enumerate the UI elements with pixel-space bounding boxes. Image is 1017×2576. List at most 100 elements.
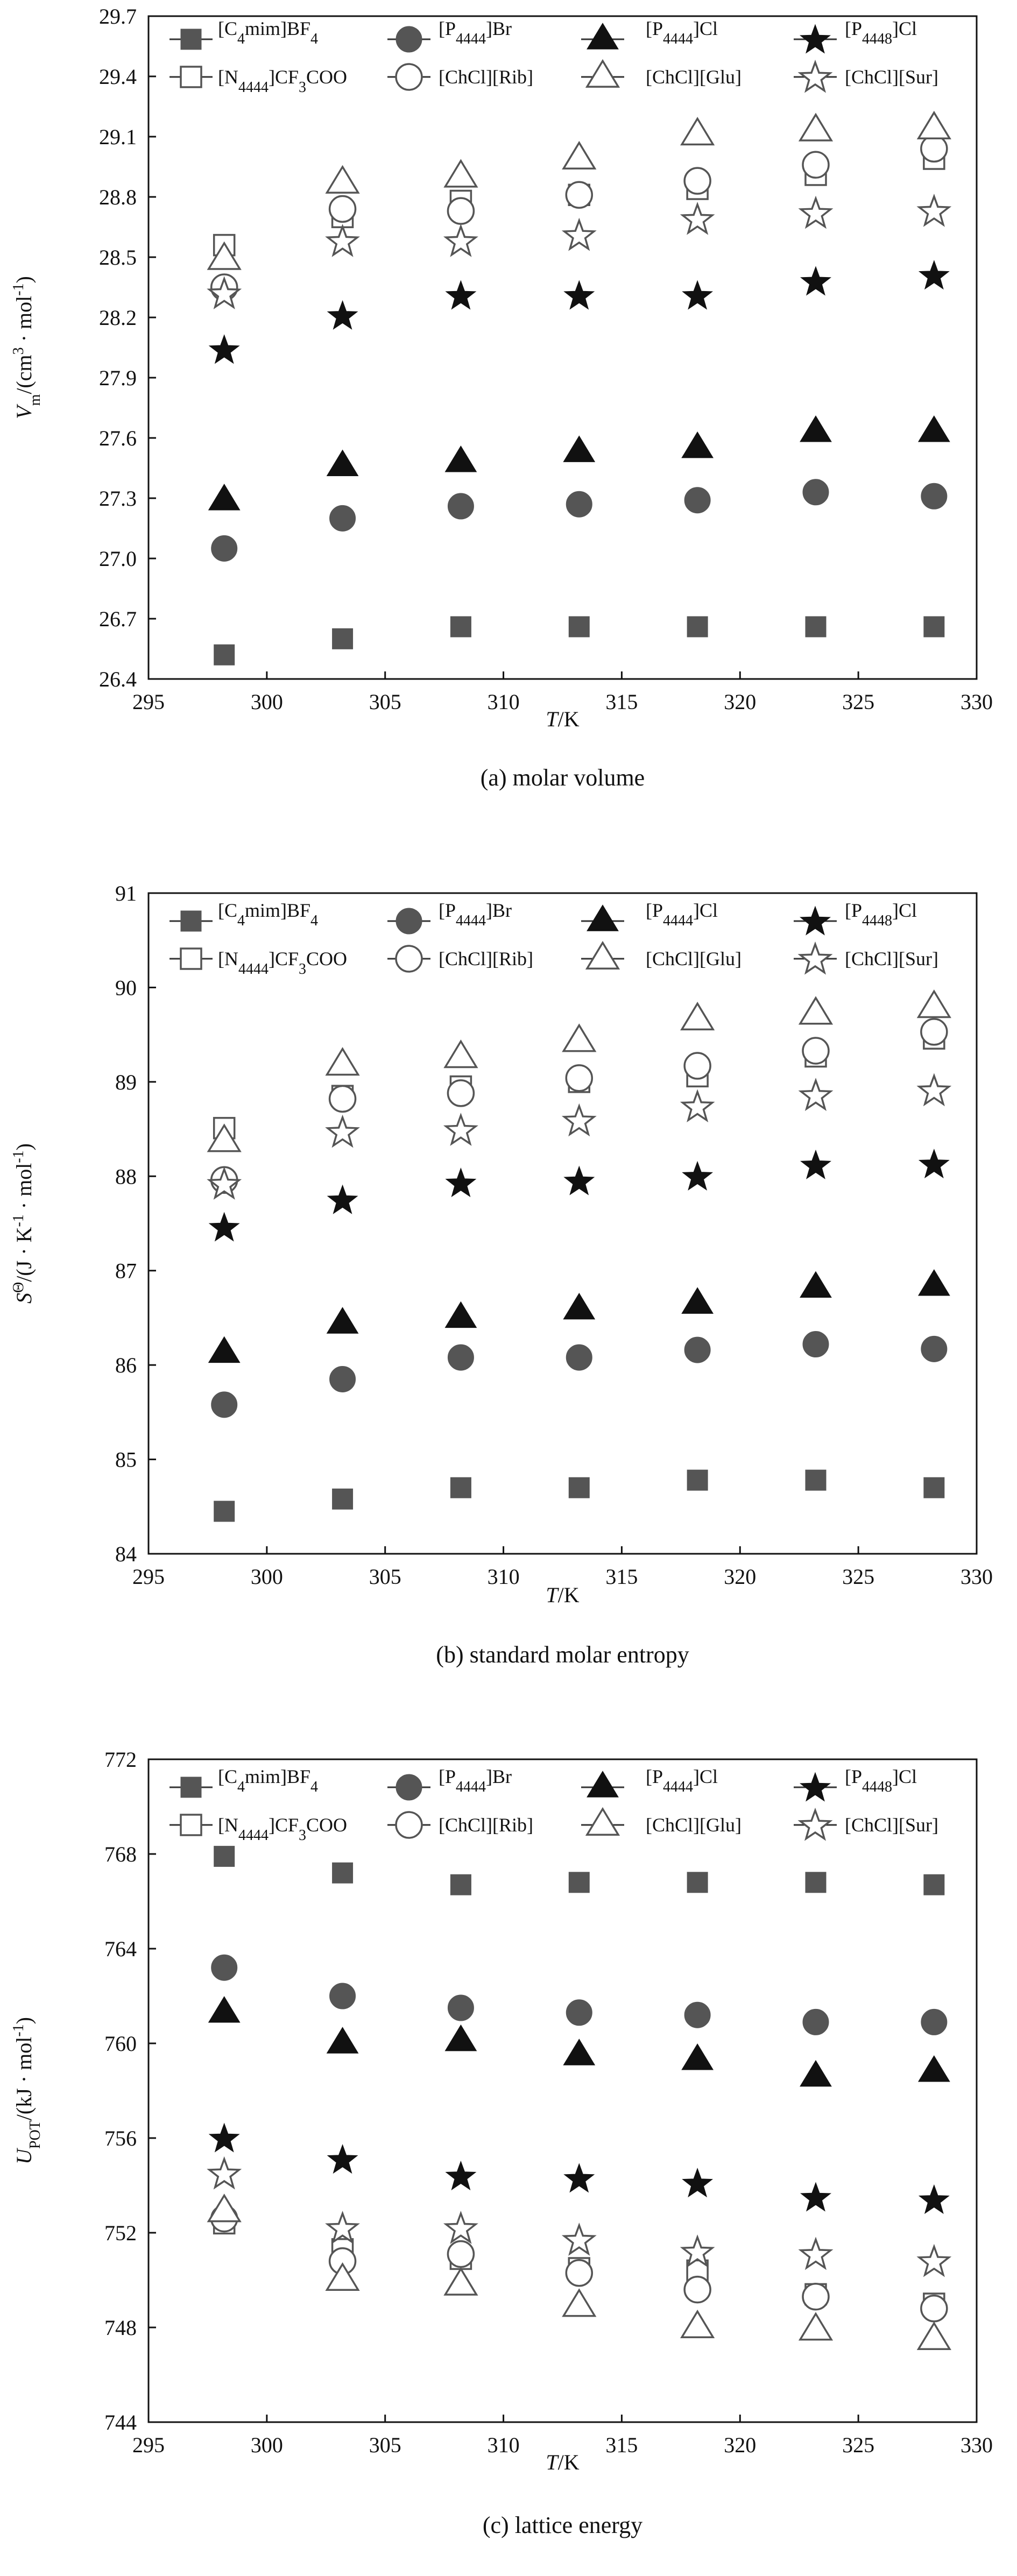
legend-marker: [585, 940, 620, 969]
legend-marker: [180, 910, 202, 932]
data-point: [325, 165, 360, 194]
legend-marker: [180, 29, 202, 50]
legend-label: [P4444]Cl: [646, 18, 718, 47]
data-point: [921, 483, 948, 509]
legend-label: [P4448]Cl: [845, 900, 917, 929]
legend-label: [P4444]Br: [439, 900, 512, 929]
legend-label: [ChCl][Rib]: [439, 66, 533, 88]
data-point: [802, 1037, 830, 1065]
y-tick-label: 28.2: [99, 306, 137, 330]
data-point: [682, 280, 714, 310]
legend-label: [ChCl][Glu]: [646, 1814, 741, 1836]
data-point: [450, 616, 471, 638]
data-point: [680, 2234, 715, 2268]
data-point: [563, 280, 595, 310]
legend-marker: [587, 904, 619, 931]
y-tick-label: 27.0: [99, 547, 137, 571]
data-point: [326, 449, 359, 477]
data-point: [207, 1123, 242, 1152]
x-tick-label: 310: [488, 2433, 520, 2457]
data-point: [325, 2262, 360, 2291]
chart-b: 295 300 305 310 315 320 325 330 84 85 86 87 88 89 90 91…: [10, 881, 993, 1668]
legend-marker: [800, 905, 831, 936]
legend-label: [P4444]Cl: [646, 900, 718, 929]
data-point: [920, 135, 948, 163]
data-point: [563, 1292, 596, 1320]
legend-label: [N4444]CF3COO: [218, 1814, 347, 1844]
data-point: [918, 2184, 950, 2214]
x-tick-label: 325: [842, 1565, 874, 1589]
y-tick-label: 752: [104, 2221, 137, 2245]
chart-caption: (c) lattice energy: [483, 2512, 642, 2538]
data-point: [566, 1999, 592, 2026]
legend-label: [N4444]CF3COO: [218, 66, 347, 96]
data-point: [802, 2283, 830, 2311]
plot-frame: [147, 1758, 978, 2423]
legend-label: [ChCl][Rib]: [439, 948, 533, 969]
legend-marker: [395, 1811, 423, 1839]
data-point: [450, 1477, 471, 1498]
data-point: [443, 223, 478, 257]
x-tick-label: 320: [724, 1565, 756, 1589]
y-tick-label: 86: [115, 1353, 137, 1377]
y-tick-label: 756: [104, 2126, 137, 2150]
data-point: [211, 535, 238, 562]
data-point: [805, 1469, 827, 1491]
data-point: [802, 479, 829, 506]
data-point: [917, 2055, 950, 2082]
data-point: [800, 266, 831, 296]
data-point: [802, 2008, 829, 2035]
x-axis-label: T/K: [546, 707, 579, 731]
legend-marker: [396, 26, 422, 53]
data-point: [208, 484, 241, 511]
legend-label: [C4mim]BF4: [218, 18, 318, 47]
data-point: [684, 487, 711, 514]
legend-marker: [180, 1814, 202, 1836]
data-point: [684, 2001, 711, 2028]
data-point: [800, 2182, 831, 2212]
data-point: [207, 2193, 242, 2223]
data-point: [923, 1874, 945, 1895]
data-point: [332, 1488, 354, 1510]
legend-marker: [396, 908, 422, 935]
legend-label: [N4444]CF3COO: [218, 948, 347, 978]
y-tick-label: 87: [115, 1259, 137, 1283]
data-point: [327, 1184, 358, 1214]
data-point: [687, 1469, 708, 1491]
data-point: [327, 300, 358, 330]
x-tick-label: 300: [251, 2433, 283, 2457]
data-point: [447, 197, 475, 225]
y-tick-label: 768: [104, 1842, 137, 1866]
data-point: [800, 1271, 832, 1298]
x-tick-label: 315: [605, 1565, 638, 1589]
data-point: [563, 2039, 596, 2065]
legend-marker: [585, 59, 620, 88]
data-point: [444, 2024, 477, 2051]
data-point: [443, 1039, 478, 1068]
data-point: [450, 1874, 471, 1895]
data-point: [680, 1089, 715, 1123]
chart-c: 295 300 305 310 315 320 325 330 744 748 752 756 760 7…: [10, 1747, 993, 2538]
plot-frame: [147, 15, 978, 680]
data-point: [443, 1113, 478, 1146]
data-point: [920, 1018, 948, 1046]
data-point: [326, 1307, 359, 1334]
data-point: [566, 1344, 592, 1371]
data-point: [447, 1079, 475, 1107]
data-point: [921, 1335, 948, 1362]
data-point: [916, 989, 951, 1018]
x-tick-label: 295: [132, 1565, 165, 1589]
legend-label: [C4mim]BF4: [218, 1766, 318, 1795]
y-tick-label: 28.5: [99, 245, 137, 270]
data-point: [565, 181, 594, 209]
data-point: [680, 117, 715, 146]
x-tick-label: 315: [605, 2433, 638, 2457]
legend-label: [P4444]Cl: [646, 1766, 718, 1795]
legend-label: [P4444]Br: [439, 1766, 512, 1795]
data-point: [687, 616, 708, 638]
data-point: [566, 491, 592, 518]
data-point: [916, 2321, 951, 2350]
data-point: [447, 2240, 475, 2268]
data-point: [328, 1085, 357, 1113]
legend-label: [ChCl][Rib]: [439, 1814, 533, 1836]
